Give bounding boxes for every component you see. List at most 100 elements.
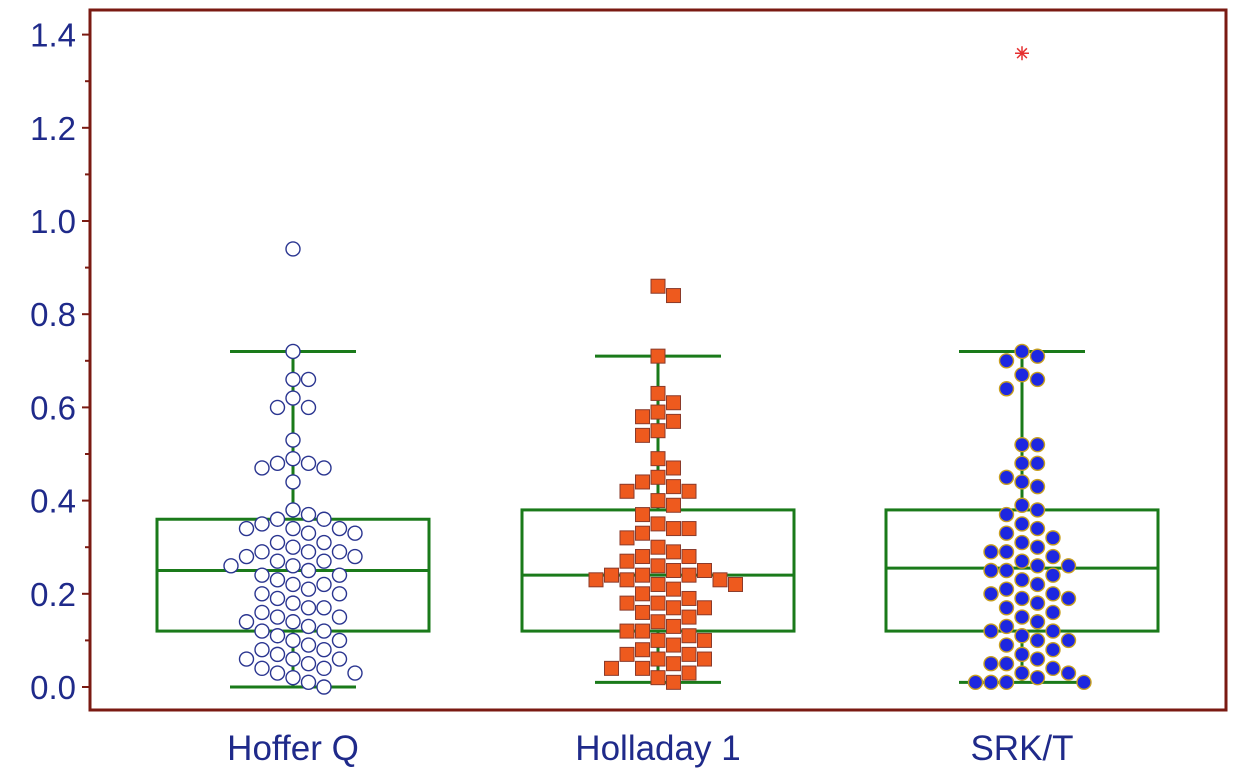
data-point [300,581,317,597]
data-point [666,544,681,560]
data-point [285,390,301,406]
data-point [1029,520,1046,537]
data-point [300,656,317,672]
data-point [619,530,635,546]
box-group-0 [155,241,431,695]
data-point [983,656,999,672]
data-point [666,581,681,597]
data-point [635,525,650,541]
data-point [1060,590,1077,607]
data-point [300,399,317,416]
x-tick-label: Holladay 1 [575,729,740,768]
data-point [650,614,666,630]
data-point [666,637,681,653]
x-tick-label: SRK/T [970,729,1073,768]
data-point [269,572,286,588]
data-point [666,413,681,429]
data-point [285,558,301,574]
data-point [681,567,697,583]
data-point [1045,623,1061,639]
data-point [285,651,301,667]
data-point [998,525,1015,541]
data-point [316,460,332,476]
data-point [650,469,666,485]
data-point [316,511,332,527]
data-point [285,595,301,611]
data-point [998,469,1015,485]
data-point [998,637,1015,653]
data-point [285,632,301,649]
data-point [254,642,270,658]
data-point [285,450,301,467]
y-tick-label: 0.0 [30,669,76,706]
data-point [712,572,728,588]
data-point [316,660,332,677]
data-point [650,576,666,592]
data-point [666,521,681,537]
outlier-asterisk [1015,46,1029,61]
data-point [681,609,697,625]
data-point [635,586,650,602]
data-point [316,623,332,639]
data-point [666,618,681,634]
data-point [300,600,317,616]
data-point [650,404,666,420]
data-point [285,502,301,518]
data-point [238,614,255,630]
data-point [697,563,712,578]
data-point [1014,646,1030,663]
data-point [1029,478,1046,495]
data-point [635,660,650,676]
y-tick-label: 0.2 [30,576,76,613]
data-point [1060,665,1077,681]
data-point [331,567,348,583]
data-point [650,385,666,401]
data-point [666,288,681,304]
data-point [681,549,697,565]
y-tick-label: 0.4 [30,483,76,520]
data-point [998,562,1015,579]
data-point [316,576,332,593]
data-point [588,572,604,588]
data-point [285,371,301,388]
data-point [681,521,697,537]
data-point [285,343,301,360]
data-point [254,516,270,532]
data-point [619,646,635,662]
data-point [998,506,1015,523]
data-point [254,660,270,677]
data-point [681,590,697,606]
data-point [1029,651,1046,667]
data-point [635,642,650,658]
data-point [1014,367,1030,383]
data-point [1029,576,1046,593]
data-point [316,534,332,551]
data-point [983,623,999,639]
data-point [666,674,681,690]
data-point [300,674,317,691]
data-point [650,423,666,439]
data-point [316,679,332,695]
data-point [998,381,1015,397]
x-tick-label: Hoffer Q [227,729,359,768]
data-point [619,553,635,569]
data-point [1014,474,1030,490]
data-point [269,534,286,551]
data-point [300,455,317,472]
data-point [998,353,1015,369]
data-point [635,623,650,639]
data-point [269,665,286,681]
data-point [1029,539,1046,555]
data-point [983,674,999,691]
data-point [998,618,1015,635]
data-point [650,558,666,574]
data-point [300,562,317,579]
data-point [728,576,743,592]
data-point [619,595,635,611]
data-point [604,660,619,676]
data-point [269,511,286,527]
data-point [285,539,301,555]
data-point [1014,628,1030,644]
data-point [666,497,681,513]
data-point [254,623,270,639]
